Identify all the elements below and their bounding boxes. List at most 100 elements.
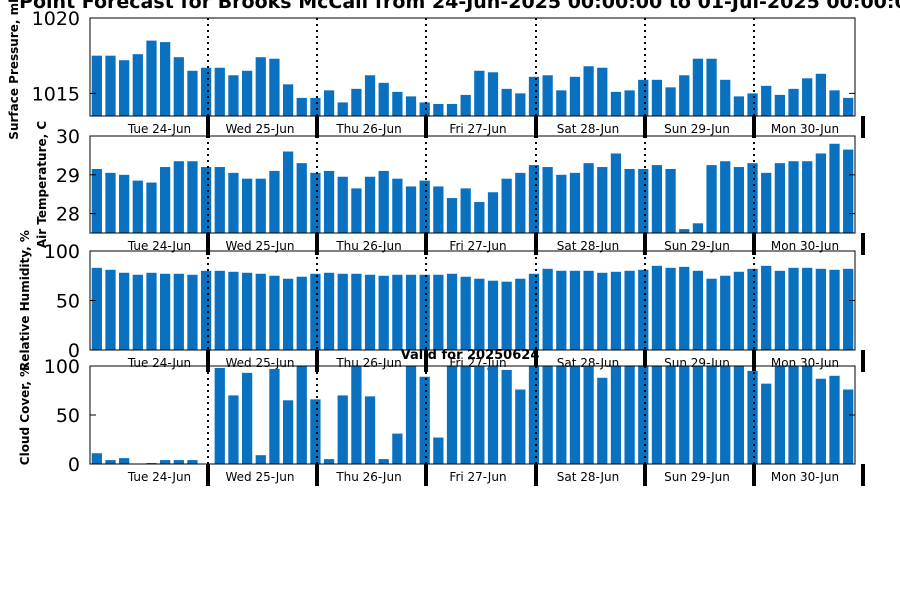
y-tick-label: 29: [56, 165, 80, 187]
bar: [720, 79, 731, 116]
bar: [255, 273, 266, 350]
bar: [228, 172, 239, 233]
bar: [433, 437, 444, 464]
humidity-y-ticks: 0 50 100: [44, 241, 855, 362]
bar: [392, 178, 403, 233]
bar: [282, 84, 294, 116]
valid-date-label: Valid for 20250624: [401, 348, 540, 363]
bar: [528, 165, 540, 233]
bar: [310, 399, 321, 464]
day-label: Mon 30-Jun: [771, 470, 839, 484]
bar: [419, 102, 430, 116]
bar: [323, 170, 335, 233]
bar: [515, 389, 526, 464]
bar: [597, 272, 608, 350]
bar: [378, 275, 389, 350]
bar: [651, 265, 663, 350]
bar: [761, 172, 772, 233]
bar: [665, 168, 676, 233]
panel-surface-pressure: 1015 1020 Tue 24-Jun Wed 25-Jun Thu 26-Jun F…: [7, 0, 865, 140]
bar: [679, 366, 690, 464]
pressure-day-labels: Tue 24-Jun Wed 25-Jun Thu 26-Jun Fri 27-Jun…: [127, 122, 839, 136]
day-label: Tue 24-Jun: [127, 122, 191, 136]
bar: [419, 376, 430, 464]
temperature-y-ticks: 28 29 30: [56, 126, 855, 226]
bar: [269, 275, 280, 350]
y-tick-label: 50: [56, 291, 80, 313]
bar: [364, 176, 376, 233]
bar: [474, 278, 485, 350]
bar: [446, 103, 458, 116]
day-label: Sat 28-Jun: [557, 239, 620, 253]
bar: [692, 270, 704, 350]
bar: [351, 88, 362, 116]
bar: [91, 267, 102, 350]
bar: [296, 97, 307, 116]
day-label: Mon 30-Jun: [771, 122, 839, 136]
bar: [610, 153, 622, 233]
bar: [720, 275, 731, 350]
bar: [761, 85, 772, 116]
bar: [255, 455, 266, 464]
bar: [542, 75, 553, 116]
temperature-bars: [91, 143, 854, 233]
day-label: Wed 25-Jun: [226, 470, 295, 484]
bar: [569, 76, 581, 116]
bar: [91, 168, 102, 233]
bar: [160, 460, 171, 464]
day-label: Mon 30-Jun: [771, 239, 839, 253]
cloud-day-labels: Tue 24-Jun Wed 25-Jun Thu 26-Jun Fri 27-Jun…: [127, 470, 839, 484]
bar: [802, 267, 813, 350]
bar: [788, 366, 799, 464]
bar: [733, 271, 745, 350]
bar: [228, 395, 239, 464]
bar: [815, 73, 826, 116]
bar: [802, 78, 813, 116]
cloud-day-dividers: [206, 366, 865, 486]
bar: [501, 88, 512, 116]
bar: [173, 57, 184, 116]
bar: [392, 91, 403, 116]
bar: [597, 67, 608, 116]
y-tick-label: 100: [44, 241, 80, 263]
cloud-y-ticks: 0 50 100: [44, 356, 855, 476]
bar: [337, 273, 348, 350]
bar: [364, 396, 376, 464]
day-label: Thu 26-Jun: [335, 356, 401, 370]
bar: [91, 453, 102, 464]
bar: [419, 180, 430, 233]
bar: [310, 172, 321, 233]
bar: [556, 366, 567, 464]
day-label: Wed 25-Jun: [226, 239, 295, 253]
bar: [146, 272, 157, 350]
bar: [269, 170, 280, 233]
bar: [815, 378, 826, 464]
temperature-frame: [89, 135, 856, 234]
bar: [160, 273, 171, 350]
bar: [843, 268, 854, 350]
bar: [802, 161, 813, 233]
bar: [474, 366, 485, 464]
bar: [733, 96, 745, 116]
bar: [214, 367, 225, 464]
bar: [446, 198, 458, 233]
bar: [815, 268, 826, 350]
bar: [200, 270, 212, 350]
bar: [774, 163, 785, 233]
bar: [583, 366, 594, 464]
bar: [460, 366, 471, 464]
bar: [556, 174, 567, 233]
bar: [460, 276, 471, 350]
bar: [228, 75, 239, 116]
bar: [638, 269, 649, 350]
bar: [515, 93, 526, 116]
bar: [269, 368, 280, 464]
bar: [296, 366, 307, 464]
bar: [351, 273, 362, 350]
bar: [829, 375, 840, 464]
bar: [160, 42, 171, 117]
bar: [542, 268, 553, 350]
y-tick-label: 0: [68, 454, 80, 476]
bar: [405, 366, 417, 464]
pressure-frame: [89, 17, 856, 117]
